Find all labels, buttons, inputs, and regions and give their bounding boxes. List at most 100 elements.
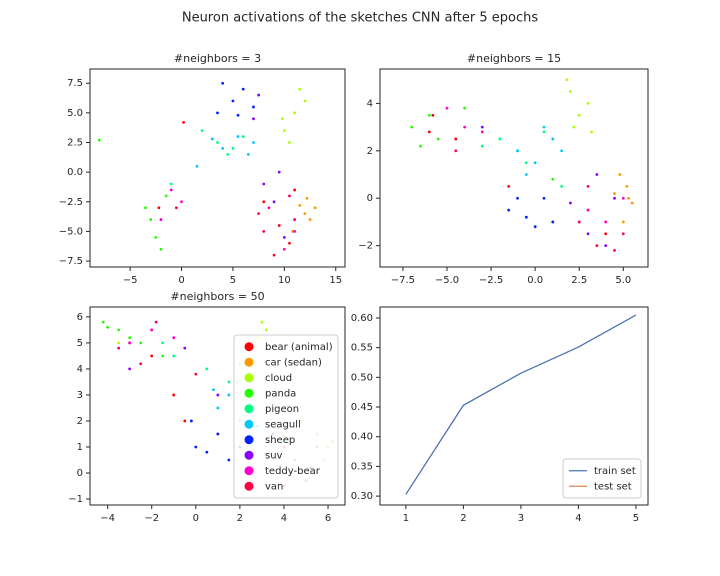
- point: [572, 125, 576, 129]
- x-tick-label: 15: [329, 275, 342, 286]
- x-tick-label: 5: [633, 513, 639, 524]
- point: [260, 320, 264, 324]
- point: [533, 225, 537, 229]
- point: [419, 144, 422, 148]
- point: [236, 113, 240, 117]
- plot-area: [410, 78, 634, 252]
- point: [604, 220, 608, 224]
- point: [282, 247, 286, 251]
- legend-swatch: [244, 481, 254, 491]
- point: [257, 93, 261, 97]
- point: [157, 206, 161, 210]
- y-tick-label: 5: [77, 338, 83, 349]
- plot-area: [405, 314, 637, 495]
- point: [139, 362, 143, 366]
- point: [241, 135, 245, 138]
- point: [569, 201, 572, 205]
- point: [150, 354, 154, 358]
- x-tick-label: 4: [281, 513, 287, 524]
- x-tick-label: 6: [325, 513, 331, 524]
- legend-label: teddy-bear: [265, 466, 321, 477]
- point: [236, 135, 240, 138]
- y-tick-label: −2: [358, 241, 373, 252]
- point: [595, 173, 599, 176]
- point: [216, 393, 220, 397]
- point: [277, 224, 281, 227]
- subplot-title: #neighbors = 15: [467, 52, 561, 65]
- y-tick-label: 4: [77, 364, 83, 375]
- y-tick-label: 6: [77, 312, 83, 323]
- x-tick-label: 5.0: [615, 275, 631, 286]
- point: [159, 247, 163, 251]
- point: [431, 113, 435, 117]
- point: [618, 173, 622, 176]
- axes-frame: [379, 306, 649, 506]
- x-tick-label: 2.5: [571, 275, 587, 286]
- point: [288, 194, 291, 198]
- point: [305, 196, 309, 200]
- point: [454, 149, 458, 153]
- point: [106, 325, 110, 329]
- point: [183, 419, 187, 423]
- point: [161, 354, 165, 358]
- axes-frame: [89, 68, 346, 268]
- point: [195, 164, 199, 168]
- point: [498, 137, 502, 141]
- x-tick-label: 10: [278, 275, 291, 286]
- point: [183, 346, 187, 350]
- y-tick-label: 0.30: [351, 491, 373, 502]
- point: [533, 161, 537, 165]
- x-tick-label: −5.0: [435, 275, 459, 286]
- point: [586, 184, 590, 188]
- point: [257, 212, 261, 216]
- x-tick-label: 4: [575, 513, 581, 524]
- legend-label: van: [265, 481, 283, 492]
- point: [262, 200, 266, 204]
- point: [480, 125, 484, 129]
- point: [445, 106, 449, 110]
- point: [303, 99, 307, 103]
- x-tick-label: −7.5: [391, 275, 415, 286]
- point: [128, 336, 132, 340]
- point: [625, 184, 629, 188]
- point: [164, 194, 168, 198]
- x-tick-label: 2: [237, 513, 243, 524]
- point: [507, 184, 511, 188]
- point: [293, 218, 297, 221]
- y-tick-label: 0.45: [351, 402, 373, 413]
- x-tick-label: −2.5: [479, 275, 503, 286]
- y-tick-label: 1: [77, 442, 83, 453]
- point: [117, 346, 121, 350]
- axes-frame: [379, 68, 649, 268]
- point: [590, 130, 593, 134]
- point: [410, 125, 414, 129]
- axes-frame: [89, 306, 346, 506]
- point: [252, 117, 255, 121]
- plot-area: [97, 81, 317, 257]
- point: [288, 141, 291, 144]
- legend-swatch: [244, 419, 254, 429]
- legend-swatch: [244, 373, 254, 383]
- point: [627, 196, 631, 200]
- point: [282, 235, 286, 239]
- y-tick-label: 0.0: [67, 167, 83, 178]
- point: [216, 406, 220, 410]
- point: [272, 253, 276, 257]
- point: [630, 201, 634, 205]
- point: [161, 341, 165, 345]
- point: [551, 220, 555, 224]
- point: [231, 147, 235, 150]
- legend-swatch: [244, 342, 254, 352]
- point: [524, 173, 528, 176]
- legend-swatch: [244, 435, 254, 445]
- point: [180, 200, 183, 204]
- y-tick-label: 0.35: [351, 461, 373, 472]
- y-tick-label: 0.50: [351, 372, 373, 383]
- point: [252, 141, 255, 144]
- point: [569, 90, 572, 93]
- point: [551, 137, 555, 141]
- point: [621, 196, 625, 200]
- point: [241, 87, 245, 91]
- point: [216, 111, 219, 115]
- point: [604, 244, 608, 248]
